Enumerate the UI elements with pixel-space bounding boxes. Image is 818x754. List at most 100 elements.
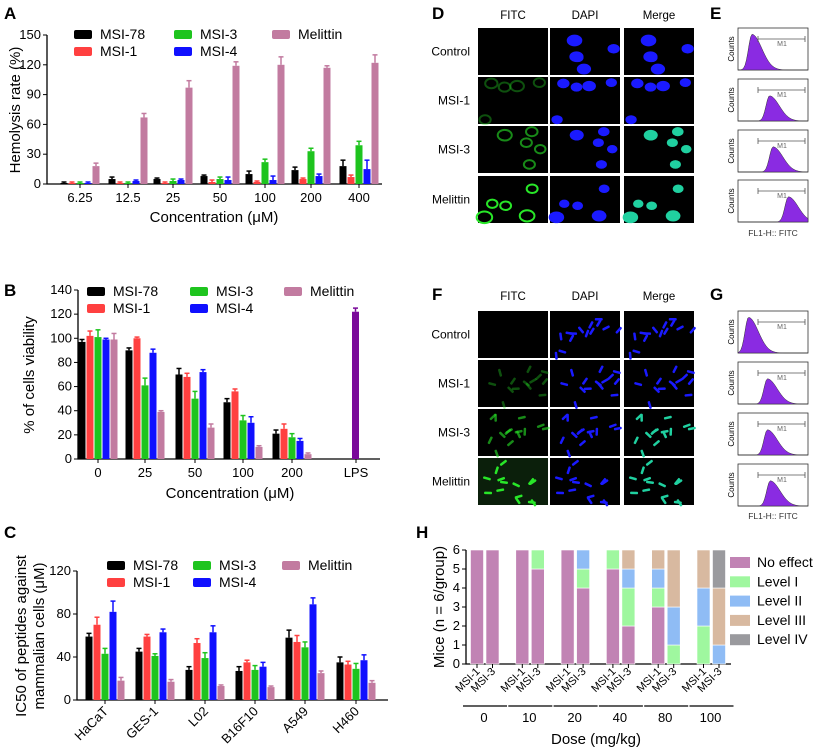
legend-swatch-msi-4: [174, 47, 192, 56]
panel-label-g: G: [710, 285, 723, 304]
cell-shape: [675, 479, 683, 486]
cell-shape: [588, 321, 594, 329]
legend-swatch: [730, 614, 750, 626]
cell-shape: [577, 428, 585, 434]
bar-melittin: [277, 64, 285, 184]
cell-shape: [633, 332, 637, 341]
cell-shape: [650, 63, 666, 75]
cell-shape: [498, 368, 503, 377]
legend-swatch-msi-3: [190, 287, 208, 296]
bar-msi-78: [235, 670, 243, 700]
bar-msi-4: [102, 339, 110, 459]
bar-msi-1: [347, 177, 355, 184]
cell-shape: [608, 423, 617, 429]
legend-label: MSI-1: [113, 300, 151, 316]
gate-marker: [757, 87, 806, 93]
legend-label: Melittin: [298, 26, 342, 42]
cell-shape: [511, 387, 520, 391]
bar-msi-4: [149, 352, 157, 459]
y-tick-label: 40: [57, 649, 71, 664]
cell-shape: [499, 480, 509, 485]
cell-shape: [672, 127, 684, 137]
cell-shape: [560, 382, 569, 387]
dose-label: 0: [480, 710, 487, 725]
bar-msi-4: [224, 180, 232, 184]
panel-label-d: D: [432, 4, 444, 23]
x-tick-label: LPS: [344, 465, 369, 480]
cell-shape: [631, 78, 644, 89]
cell-shape: [639, 331, 648, 335]
cell-shape: [640, 449, 645, 458]
bar-msi-1: [68, 183, 76, 184]
cell-shape: [496, 128, 513, 142]
bar-msi-4: [363, 169, 371, 184]
cell-shape: [512, 482, 521, 488]
histogram-ylabel: Counts: [727, 188, 736, 213]
bar-msi-1: [86, 335, 94, 459]
bar-msi-78: [185, 669, 193, 700]
x-tick-label: 200: [300, 190, 322, 205]
gate-label: M1: [777, 193, 787, 200]
axes: [465, 550, 731, 665]
gate-marker: [757, 472, 806, 478]
cell-shape: [646, 201, 658, 210]
histogram-ylabel: Counts: [727, 138, 736, 163]
histogram-ylabel: Counts: [727, 87, 736, 112]
cell-shape: [514, 429, 523, 434]
cell-shape: [586, 496, 593, 505]
cell-shape: [657, 387, 666, 391]
bar-msi-4: [199, 372, 207, 459]
bar-msi-1: [208, 182, 216, 184]
cell-shape: [487, 436, 493, 445]
legend-swatch: [730, 634, 750, 646]
x-tick-label: 0: [94, 465, 101, 480]
cell-shape: [557, 78, 570, 89]
panel-label-c: C: [4, 523, 16, 542]
cell-shape: [601, 378, 609, 384]
panel-a-xlabel: Concentration (μM): [150, 209, 279, 226]
cell-shape: [565, 331, 574, 335]
x-tick-label: L02: [185, 704, 211, 730]
micrograph-fitc: [478, 458, 548, 505]
cell-shape: [682, 423, 691, 429]
y-tick-label: 20: [58, 427, 72, 442]
bar-msi-3: [216, 179, 224, 184]
gate-label: M1: [777, 324, 787, 331]
cell-shape: [675, 378, 683, 384]
x-tick-label: HaCaT: [71, 703, 111, 743]
y-tick-label: 30: [27, 146, 41, 161]
cell-shape: [662, 321, 668, 329]
cell-shape: [532, 77, 546, 89]
stacked-segment-level-ii: [712, 644, 726, 665]
cell-shape: [568, 334, 575, 343]
cell-shape: [478, 114, 492, 126]
y-tick-label: 0: [65, 451, 72, 466]
bar-msi-4: [159, 632, 167, 700]
stacked-segment-level-iv: [712, 549, 726, 589]
cell-shape: [668, 317, 677, 321]
cell-shape: [554, 476, 563, 481]
x-tick-label: B16F10: [218, 704, 261, 747]
x-tick-label: GES-1: [123, 704, 161, 742]
cell-shape: [559, 436, 565, 445]
histogram-ylabel: Counts: [727, 319, 736, 344]
cell-shape: [596, 319, 602, 327]
stacked-segment-level-i: [606, 549, 620, 570]
bar-msi-78: [272, 433, 280, 459]
stacked-segment-no-effect: [485, 549, 500, 665]
bar-msi-1: [93, 624, 101, 700]
cell-shape: [651, 428, 659, 434]
cell-shape: [665, 210, 681, 222]
bar-msi-1: [293, 641, 301, 700]
stacked-segment-level-iii: [651, 549, 666, 570]
cell-shape: [670, 319, 676, 327]
cell-shape: [656, 80, 670, 92]
row-label: MSI-3: [438, 143, 470, 157]
y-tick-label: 3: [453, 599, 460, 614]
micrograph-dapi: [550, 409, 620, 456]
bar-melittin: [157, 411, 165, 459]
panel-label-e: E: [710, 4, 721, 23]
cell-shape: [602, 325, 610, 331]
legend-swatch-melittin: [282, 561, 300, 570]
cell-shape: [669, 160, 681, 169]
